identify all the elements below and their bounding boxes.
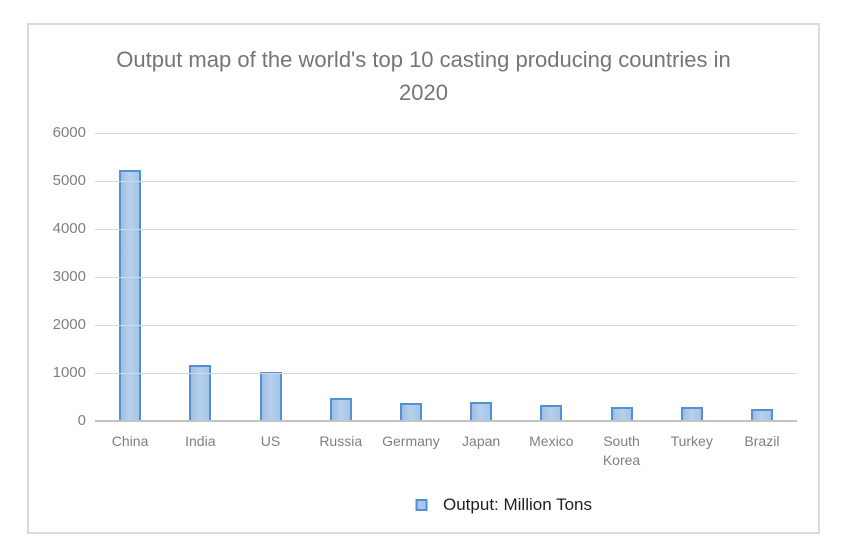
x-axis: China India US Russia Germany Japan Mexico Sout… [95, 427, 797, 470]
bar-japan [470, 402, 493, 421]
gridline-1000 [95, 372, 797, 374]
bar-slot-russia [306, 133, 376, 421]
legend-label: Output: Million Tons [443, 495, 592, 514]
x-axis-label-south-korea: South Korea [602, 433, 641, 468]
y-axis-tick-label-3000: 3000 [52, 268, 86, 285]
bar-russia [329, 398, 352, 421]
bar-slot-china [95, 133, 165, 421]
x-axis-line [95, 420, 797, 422]
y-axis-tick-label-1000: 1000 [52, 364, 86, 381]
bar-slot-turkey [657, 133, 727, 421]
gridline-4000 [95, 228, 797, 230]
chart-title-text: Output map of the world's top 10 casting… [116, 47, 731, 105]
x-axis-label-japan: Japan [462, 433, 501, 449]
bar-us [259, 372, 282, 421]
plot-area [95, 132, 797, 422]
y-axis-tick-label-0: 0 [77, 412, 86, 429]
y-axis-tick-label-5000: 5000 [52, 172, 86, 189]
gridline-5000 [95, 180, 797, 182]
bar-brazil [750, 409, 773, 421]
bar-slot-india [165, 133, 235, 421]
y-axis-tick-label-2000: 2000 [52, 316, 86, 333]
x-axis-label-turkey: Turkey [670, 433, 713, 449]
gridline-6000 [95, 132, 797, 134]
x-axis-label-germany: Germany [382, 433, 440, 449]
x-axis-label-mexico: Mexico [529, 433, 574, 449]
bar-south-korea [610, 407, 633, 421]
y-axis: 0 1000 2000 3000 4000 5000 6000 [29, 125, 86, 429]
bar-slot-mexico [516, 133, 586, 421]
bar-mexico [540, 405, 563, 421]
x-axis-label-russia: Russia [319, 433, 363, 449]
bar-slot-south-korea [586, 133, 656, 421]
bar-slot-brazil [727, 133, 797, 421]
bar-india [189, 365, 212, 421]
y-axis-tick-label-4000: 4000 [52, 220, 86, 237]
gridline-3000 [95, 276, 797, 278]
bar-germany [399, 403, 422, 421]
x-axis-label-brazil: Brazil [744, 433, 780, 449]
legend: Output: Million Tons [415, 495, 592, 515]
x-axis-label-china: China [111, 433, 149, 449]
x-axis-label-us: US [260, 433, 281, 449]
bar-turkey [680, 407, 703, 421]
y-axis-tick-label-6000: 6000 [52, 124, 86, 141]
gridline-2000 [95, 324, 797, 326]
bar-slot-japan [446, 133, 516, 421]
bar-series [95, 133, 797, 421]
chart-title: Output map of the world's top 10 casting… [29, 43, 818, 109]
bar-slot-germany [376, 133, 446, 421]
chart-frame: Output map of the world's top 10 casting… [27, 23, 820, 534]
x-axis-label-india: India [185, 433, 216, 449]
bar-china [119, 170, 142, 421]
legend-marker-icon [415, 499, 428, 511]
